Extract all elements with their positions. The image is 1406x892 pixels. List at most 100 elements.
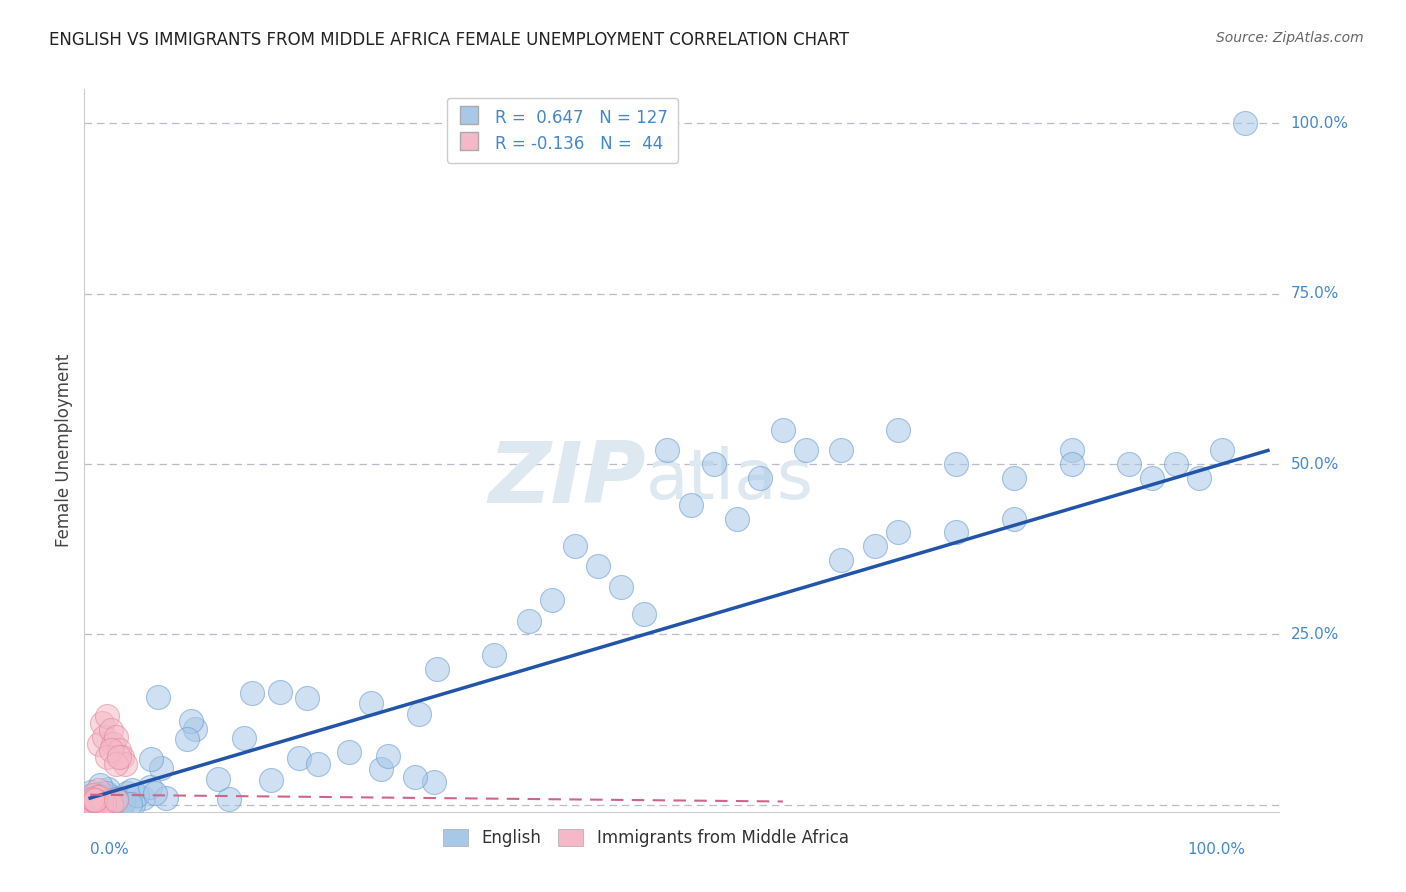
Point [112, 794, 135, 808]
Point [80, 796, 103, 810]
Point [772, 423, 794, 437]
Text: atlas: atlas [647, 446, 814, 513]
Point [1188, 471, 1211, 485]
Point [89, 795, 111, 809]
Point [89, 797, 111, 811]
Point [80, 789, 103, 804]
Text: 50.0%: 50.0% [1291, 457, 1339, 472]
Point [83, 793, 105, 807]
Point [101, 795, 124, 809]
Point [80, 794, 103, 808]
Point [176, 732, 198, 747]
Point [82, 795, 104, 809]
Point [1142, 471, 1164, 485]
Point [90, 793, 112, 807]
Text: 100.0%: 100.0% [1187, 842, 1244, 857]
Point [86, 797, 108, 812]
Point [794, 443, 817, 458]
Point [887, 525, 910, 540]
Point [132, 790, 155, 805]
Point [945, 525, 967, 540]
Point [232, 731, 254, 745]
Point [97, 795, 120, 809]
Point [1002, 471, 1025, 485]
Point [149, 761, 172, 775]
Point [80, 797, 103, 812]
Text: Source: ZipAtlas.com: Source: ZipAtlas.com [1216, 31, 1364, 45]
Point [86, 793, 108, 807]
Point [86, 789, 108, 803]
Point [80, 785, 103, 799]
Point [104, 730, 127, 744]
Point [240, 686, 263, 700]
Point [90, 797, 112, 811]
Point [218, 791, 240, 805]
Point [97, 797, 120, 811]
Point [82, 789, 104, 803]
Point [84, 797, 107, 812]
Point [1060, 457, 1083, 471]
Point [82, 797, 104, 812]
Point [1211, 443, 1233, 458]
Point [82, 797, 104, 811]
Point [86, 795, 108, 809]
Point [89, 797, 111, 811]
Point [425, 662, 447, 676]
Point [111, 750, 134, 764]
Point [887, 423, 910, 437]
Point [96, 796, 118, 810]
Text: 75.0%: 75.0% [1291, 286, 1339, 301]
Point [80, 797, 103, 812]
Point [89, 778, 111, 792]
Point [82, 797, 104, 811]
Point [657, 443, 679, 458]
Point [87, 789, 110, 803]
Legend: English, Immigrants from Middle Africa: English, Immigrants from Middle Africa [437, 822, 855, 854]
Point [108, 750, 131, 764]
Point [87, 795, 110, 809]
Point [84, 795, 107, 809]
Point [82, 797, 104, 811]
Point [80, 788, 103, 802]
Point [100, 743, 122, 757]
Point [80, 791, 103, 805]
Point [610, 580, 633, 594]
Point [89, 796, 111, 810]
Point [87, 792, 110, 806]
Point [83, 796, 105, 810]
Point [360, 696, 382, 710]
Point [100, 789, 122, 803]
Point [517, 614, 540, 628]
Point [90, 787, 112, 801]
Point [96, 750, 118, 764]
Point [104, 757, 127, 772]
Text: 25.0%: 25.0% [1291, 627, 1339, 642]
Text: ZIP: ZIP [488, 438, 647, 521]
Point [100, 796, 122, 810]
Point [114, 757, 136, 772]
Point [423, 775, 446, 789]
Point [86, 782, 108, 797]
Point [180, 714, 202, 729]
Point [82, 792, 104, 806]
Point [143, 786, 166, 800]
Point [1002, 511, 1025, 525]
Point [96, 709, 118, 723]
Text: 0.0%: 0.0% [90, 842, 129, 857]
Point [83, 793, 105, 807]
Point [865, 539, 887, 553]
Point [115, 786, 138, 800]
Point [586, 559, 609, 574]
Point [86, 797, 108, 811]
Point [105, 792, 128, 806]
Point [90, 797, 112, 812]
Point [633, 607, 655, 621]
Point [1164, 457, 1187, 471]
Point [408, 706, 430, 721]
Point [108, 743, 131, 757]
Point [87, 793, 110, 807]
Point [84, 797, 107, 811]
Point [87, 796, 110, 810]
Point [86, 787, 108, 801]
Point [94, 797, 117, 811]
